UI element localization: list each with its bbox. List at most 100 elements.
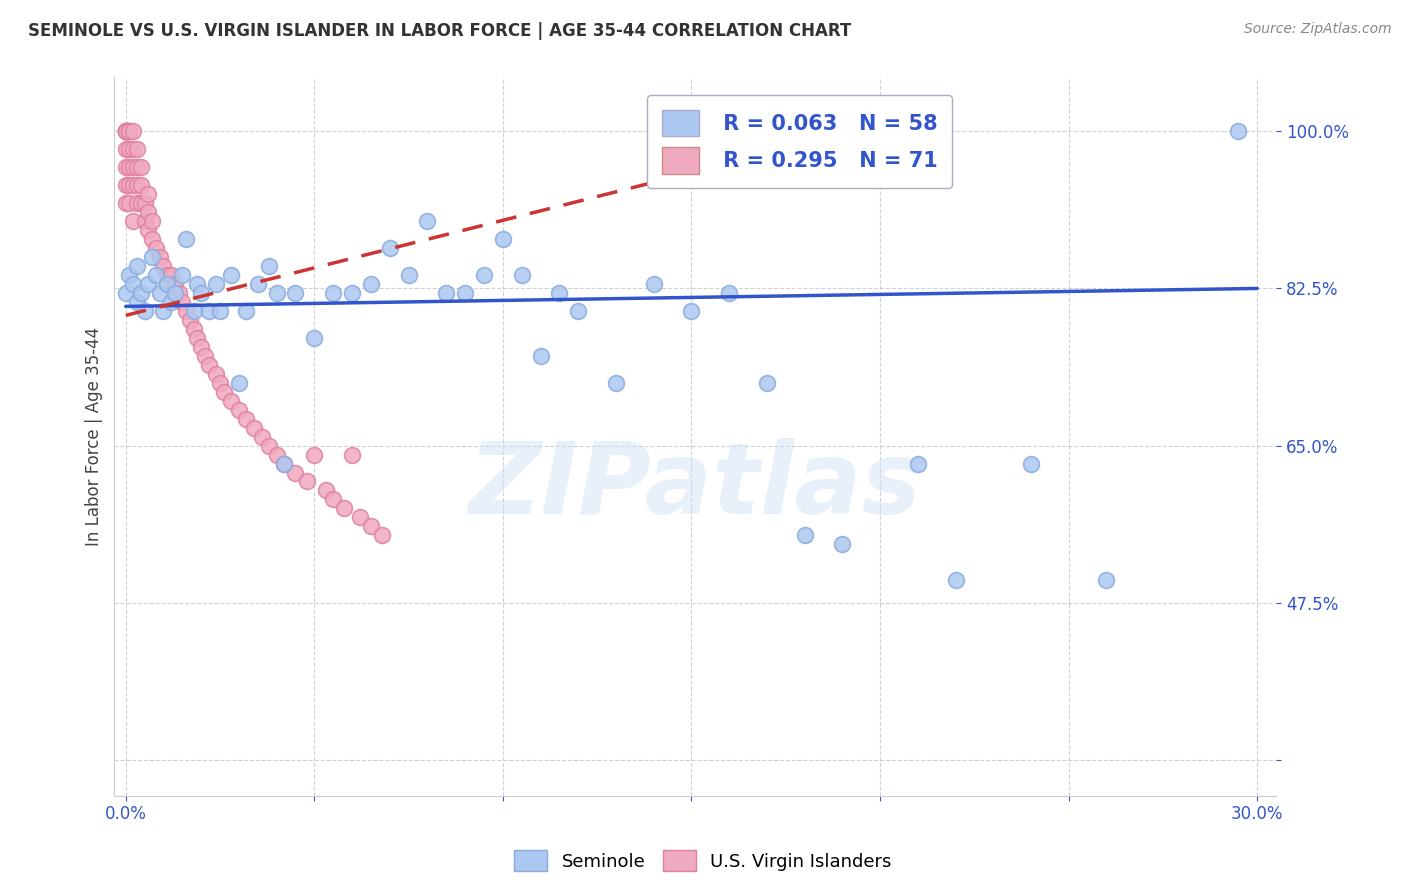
Point [643,277,665,291]
Point [138,187,160,202]
Point [114,124,136,138]
Point [208,304,231,318]
Point [145,268,167,282]
Point [114,196,136,211]
Point [398,268,420,282]
Point [152,304,174,318]
Point [125,142,148,156]
Point [212,384,235,399]
Point [434,285,457,300]
Point [472,268,495,282]
Point [194,349,217,363]
Point [333,501,356,516]
Point [304,331,326,345]
Point [118,124,141,138]
Point [284,285,307,300]
Point [284,466,307,480]
Point [340,285,363,300]
Point [134,304,156,318]
Point [605,376,627,390]
Point [129,160,152,174]
Point [122,178,145,193]
Point [295,475,318,489]
Point [122,277,145,291]
Point [172,268,194,282]
Legend:  R = 0.063   N = 58,  R = 0.295   N = 71: R = 0.063 N = 58, R = 0.295 N = 71 [647,95,952,188]
Point [221,393,243,408]
Point [190,340,212,354]
Point [125,294,148,309]
Point [454,285,477,300]
Point [378,241,401,255]
Point [266,448,288,462]
Text: ZIPatlas: ZIPatlas [468,438,922,535]
Point [114,124,136,138]
Point [141,250,163,264]
Point [273,457,295,471]
Point [134,214,156,228]
Point [183,304,205,318]
Point [257,259,280,273]
Point [118,142,141,156]
Point [174,304,197,318]
Y-axis label: In Labor Force | Age 35-44: In Labor Force | Age 35-44 [86,327,103,546]
Point [492,232,515,246]
Point [141,232,163,246]
Point [246,277,269,291]
Point [172,294,194,309]
Point [205,367,228,381]
Point [114,160,136,174]
Point [221,268,243,282]
Point [114,178,136,193]
Text: SEMINOLE VS U.S. VIRGIN ISLANDER IN LABOR FORCE | AGE 35-44 CORRELATION CHART: SEMINOLE VS U.S. VIRGIN ISLANDER IN LABO… [28,22,852,40]
Point [152,259,174,273]
Point [945,574,967,588]
Point [156,268,179,282]
Point [360,519,382,533]
Point [125,160,148,174]
Point [122,124,145,138]
Point [138,205,160,219]
Point [197,304,219,318]
Point [122,142,145,156]
Point [186,277,208,291]
Point [257,439,280,453]
Point [831,537,853,551]
Point [149,250,172,264]
Point [160,294,183,309]
Point [125,196,148,211]
Point [122,160,145,174]
Point [793,528,815,542]
Point [129,178,152,193]
Point [567,304,589,318]
Point [114,124,136,138]
Point [416,214,439,228]
Point [174,232,197,246]
Point [118,124,141,138]
Point [1019,457,1042,471]
Point [322,285,344,300]
Point [163,277,186,291]
Point [228,376,250,390]
Text: Source: ZipAtlas.com: Source: ZipAtlas.com [1244,22,1392,37]
Point [530,349,553,363]
Point [163,285,186,300]
Point [129,196,152,211]
Point [208,376,231,390]
Point [138,223,160,237]
Legend: Seminole, U.S. Virgin Islanders: Seminole, U.S. Virgin Islanders [508,843,898,879]
Point [315,483,337,498]
Point [755,376,778,390]
Point [125,178,148,193]
Point [129,285,152,300]
Point [235,304,257,318]
Point [118,196,141,211]
Point [340,448,363,462]
Point [510,268,533,282]
Point [186,331,208,345]
Point [907,457,929,471]
Point [266,285,288,300]
Point [134,196,156,211]
Point [371,528,394,542]
Point [118,160,141,174]
